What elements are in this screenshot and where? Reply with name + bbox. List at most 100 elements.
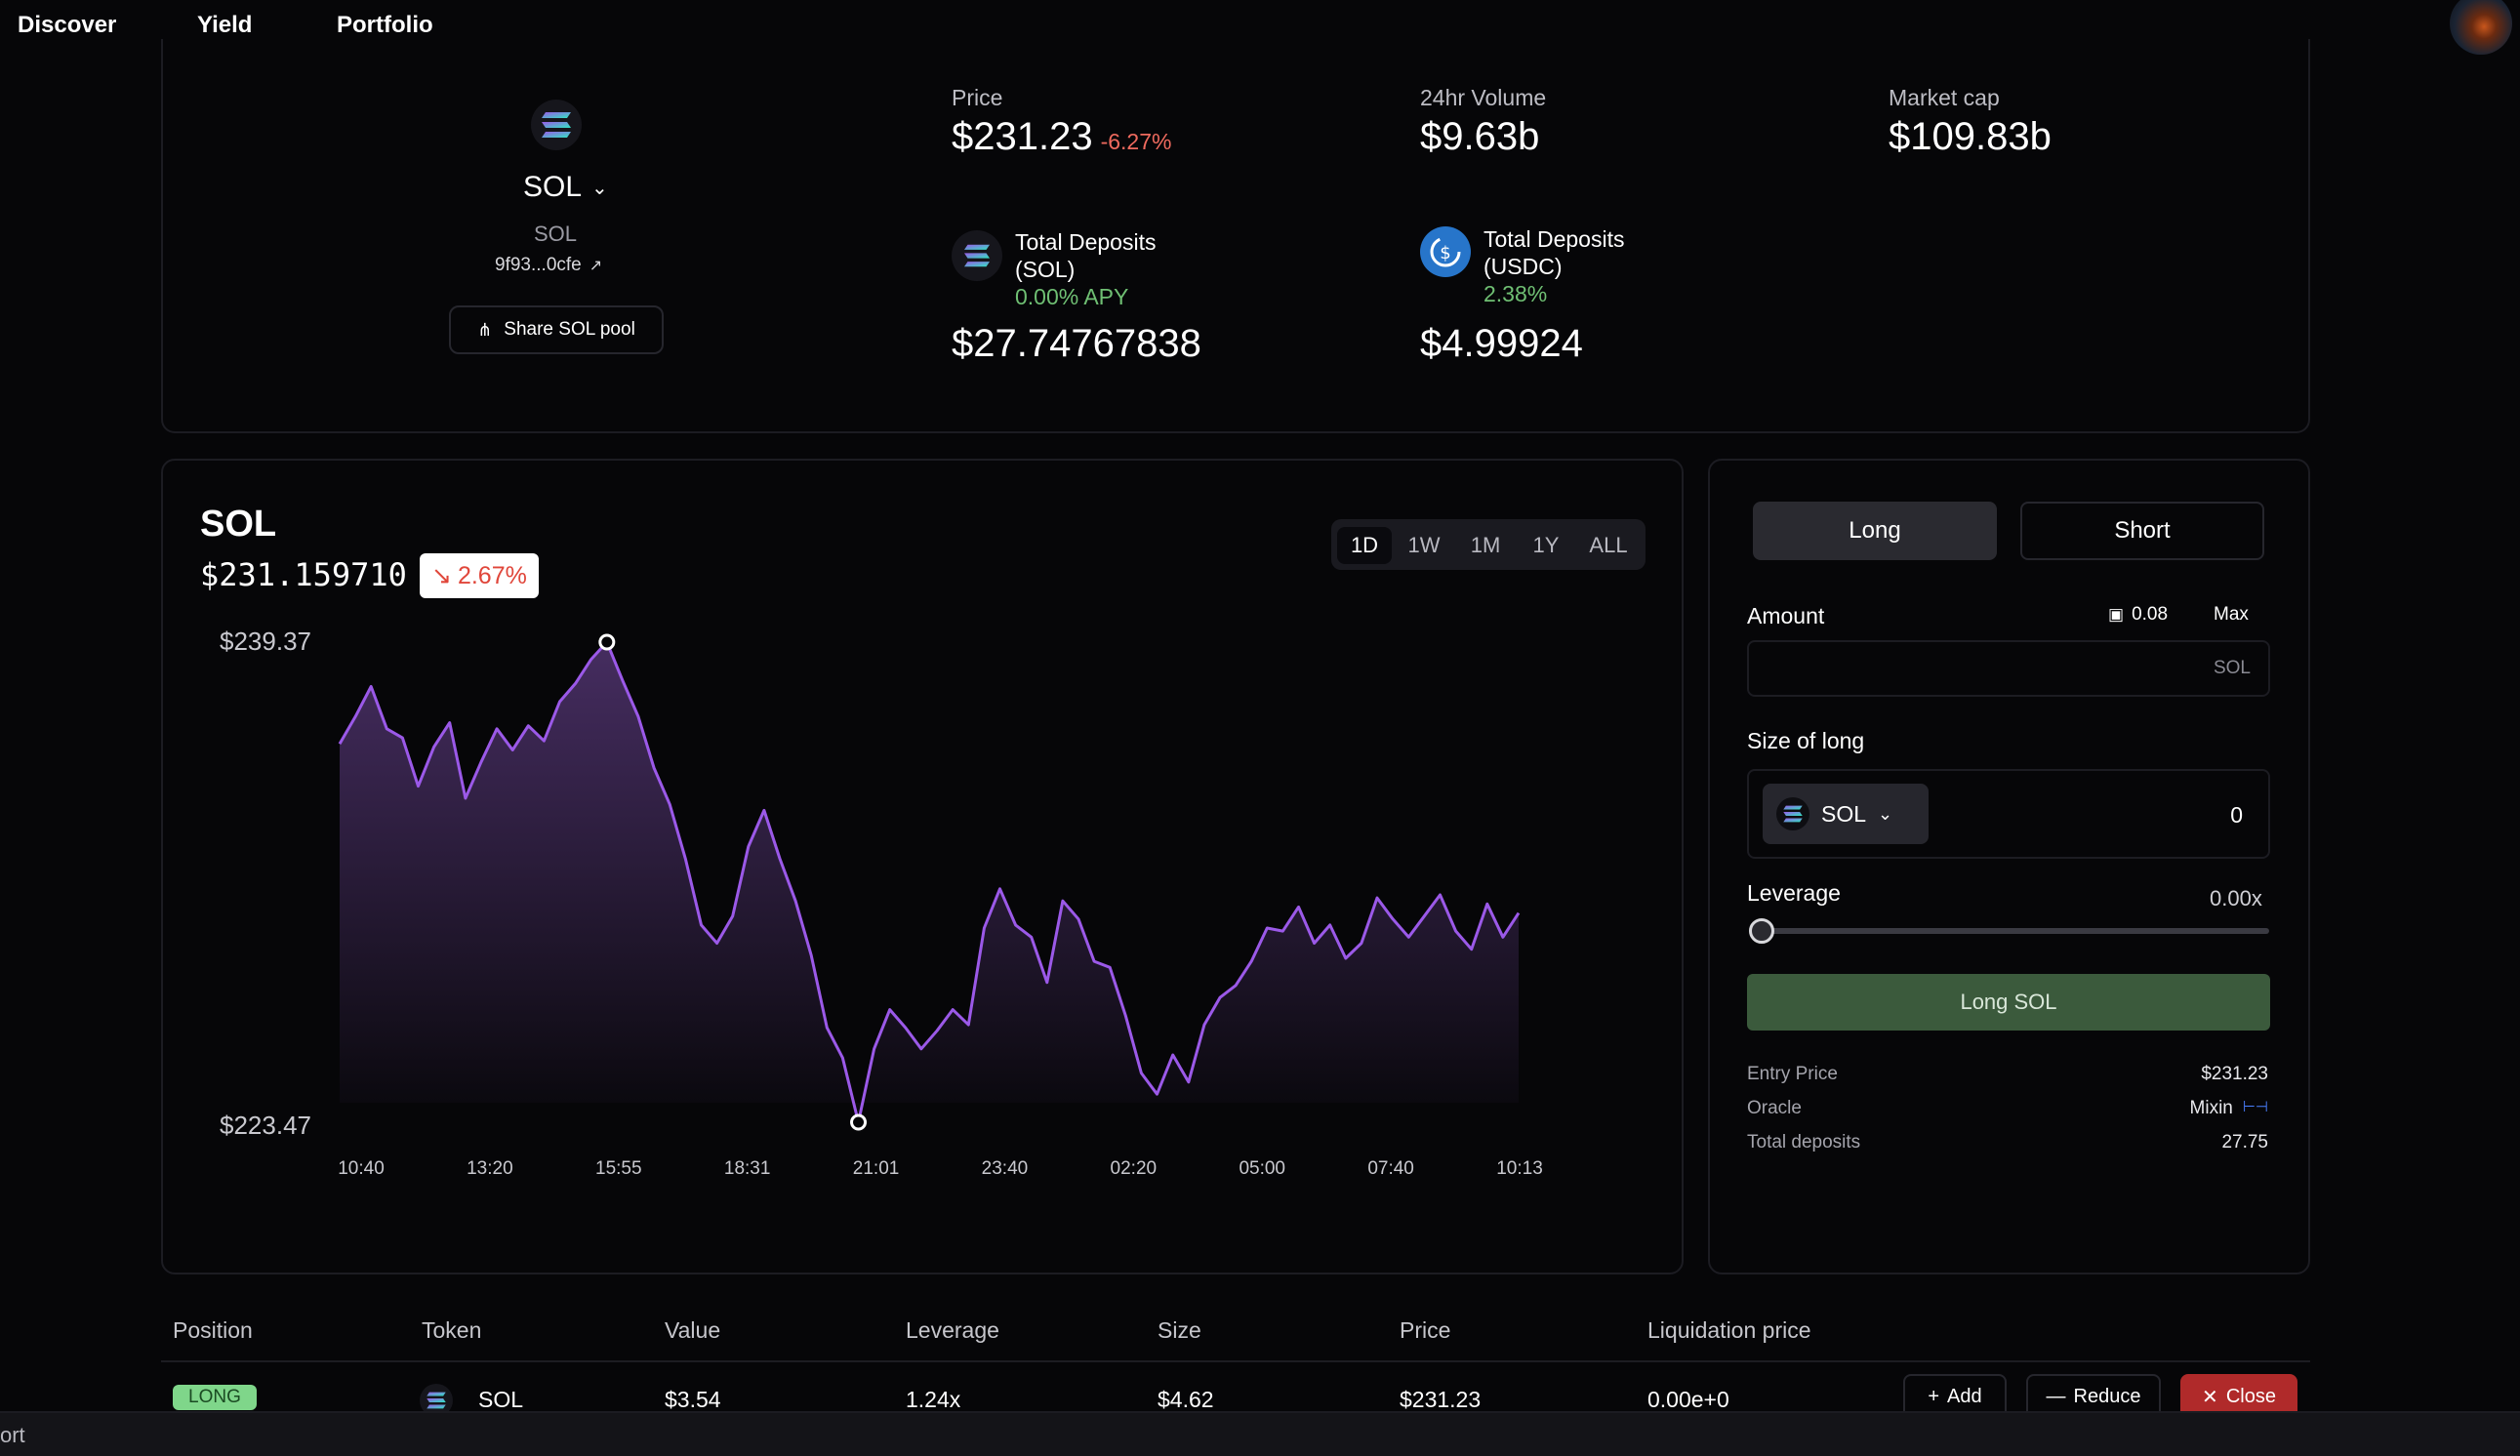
chart-low-label: $223.47 xyxy=(220,1111,311,1140)
x-tick-label: 02:20 xyxy=(1111,1158,1158,1179)
avatar[interactable] xyxy=(2450,0,2512,55)
pool-symbol: SOL xyxy=(523,171,583,203)
size-label: Size of long xyxy=(1747,728,1865,753)
usdc-deposit-icon: $ xyxy=(1420,226,1471,277)
th-value: Value xyxy=(665,1317,721,1343)
mcap-value: $109.83b xyxy=(1889,115,2052,158)
chevron-down-icon: ⌄ xyxy=(1878,803,1893,824)
tf-1d[interactable]: 1D xyxy=(1337,527,1392,564)
leverage-slider-handle[interactable] xyxy=(1749,918,1774,944)
minus-icon: — xyxy=(2046,1385,2066,1407)
add-button[interactable]: + Add xyxy=(1903,1374,2007,1419)
amount-label: Amount xyxy=(1747,603,1825,628)
row-token: SOL xyxy=(478,1387,524,1412)
table-divider xyxy=(161,1360,2310,1362)
entry-price-label: Entry Price xyxy=(1747,1064,1838,1084)
row-token-icon xyxy=(420,1384,453,1417)
add-label: Add xyxy=(1947,1385,1982,1407)
long-submit-button[interactable]: Long SOL xyxy=(1747,974,2270,1031)
sol-token-icon xyxy=(531,100,582,150)
total-deposits-label: Total deposits xyxy=(1747,1132,1861,1153)
price-change: -6.27% xyxy=(1100,129,1172,154)
price-label: Price xyxy=(952,85,1003,110)
pool-address: 9f93...0cfe xyxy=(495,255,582,275)
pool-symbol-selector[interactable]: SOL ⌄ xyxy=(523,171,608,204)
size-token-select[interactable]: SOL ⌄ xyxy=(1763,784,1929,844)
chart-high-marker xyxy=(598,633,616,651)
entry-price-value: $231.23 xyxy=(2201,1064,2268,1084)
chart-area-fill xyxy=(340,642,1519,1122)
pool-address-link[interactable]: 9f93...0cfe ↗ xyxy=(495,255,602,276)
nav-yield[interactable]: Yield xyxy=(197,12,253,38)
close-icon: ✕ xyxy=(2202,1386,2218,1408)
size-token-label: SOL xyxy=(1821,800,1867,827)
share-icon: ⋔ xyxy=(477,319,493,340)
chevron-down-icon: ⌄ xyxy=(591,177,608,199)
long-tab[interactable]: Long xyxy=(1753,502,1997,560)
price-value-group: $231.23 -6.27% xyxy=(952,115,1171,159)
price-value: $231.23 xyxy=(952,115,1093,158)
wallet-icon: ▣ xyxy=(2108,605,2125,624)
share-pool-button[interactable]: ⋔ Share SOL pool xyxy=(449,305,664,354)
reduce-label: Reduce xyxy=(2073,1385,2141,1407)
x-tick-label: 10:40 xyxy=(338,1158,385,1179)
mcap-label: Market cap xyxy=(1889,85,2000,110)
position-badge: LONG xyxy=(173,1385,257,1410)
oracle-value-group: Mixin ⊢⊣ xyxy=(2190,1098,2268,1119)
size-input[interactable]: SOL ⌄ 0 xyxy=(1747,769,2270,859)
sol-deposit-icon xyxy=(952,230,1002,281)
amount-input[interactable]: SOL xyxy=(1747,640,2270,697)
dep-sol-label-2: (SOL) xyxy=(1015,257,1076,282)
share-pool-label: Share SOL pool xyxy=(504,319,635,340)
mixin-icon: ⊢⊣ xyxy=(2242,1099,2268,1115)
oracle-value: Mixin xyxy=(2189,1098,2233,1118)
svg-text:$: $ xyxy=(1440,243,1450,263)
chart-title: SOL xyxy=(200,504,277,545)
pool-name: SOL xyxy=(534,222,578,246)
wallet-balance-value: 0.08 xyxy=(2132,604,2169,625)
nav-discover[interactable]: Discover xyxy=(18,12,117,38)
tf-all[interactable]: ALL xyxy=(1589,533,1628,557)
pool-info-card xyxy=(161,39,2310,433)
dep-sol-apy: 0.00% APY xyxy=(1015,284,1129,309)
row-leverage: 1.24x xyxy=(906,1387,961,1412)
th-leverage: Leverage xyxy=(906,1317,999,1343)
dep-usdc-apy: 2.38% xyxy=(1484,281,1548,306)
nav-portfolio[interactable]: Portfolio xyxy=(337,12,433,38)
chart-low-marker xyxy=(850,1113,868,1131)
row-price: $231.23 xyxy=(1400,1387,1482,1412)
x-tick-label: 05:00 xyxy=(1239,1158,1285,1179)
dep-sol-value: $27.74767838 xyxy=(952,322,1201,365)
sol-small-icon xyxy=(1776,797,1809,830)
dep-usdc-label-1: Total Deposits xyxy=(1484,226,1625,252)
chart-price-line xyxy=(338,640,1521,1124)
th-size: Size xyxy=(1158,1317,1201,1343)
x-tick-label: 13:20 xyxy=(467,1158,513,1179)
row-size: $4.62 xyxy=(1158,1387,1214,1412)
th-position: Position xyxy=(173,1317,253,1343)
leverage-slider-track[interactable] xyxy=(1749,928,2269,934)
row-liquidation: 0.00e+0 xyxy=(1647,1387,1729,1412)
th-token: Token xyxy=(422,1317,482,1343)
total-deposits-value: 27.75 xyxy=(2221,1132,2268,1153)
dep-usdc-value: $4.99924 xyxy=(1420,322,1583,365)
wallet-balance: ▣ 0.08 xyxy=(2108,604,2168,626)
x-tick-label: 10:13 xyxy=(1496,1158,1543,1179)
short-tab[interactable]: Short xyxy=(2020,502,2264,560)
footer-bar: ort xyxy=(0,1411,2520,1456)
leverage-label: Leverage xyxy=(1747,880,1841,906)
tf-1m[interactable]: 1M xyxy=(1470,533,1501,557)
chart-change-value: 2.67% xyxy=(457,561,527,589)
tf-1y[interactable]: 1Y xyxy=(1532,533,1560,557)
row-value: $3.54 xyxy=(665,1387,721,1412)
external-link-icon: ↗ xyxy=(589,258,603,274)
footer-text[interactable]: ort xyxy=(0,1423,25,1447)
plus-icon: + xyxy=(1928,1385,1940,1407)
oracle-label: Oracle xyxy=(1747,1098,1802,1118)
tf-1w[interactable]: 1W xyxy=(1407,533,1441,557)
arrow-down-right-icon: ↘ xyxy=(431,562,452,589)
leverage-value: 0.00x xyxy=(2210,886,2262,910)
chart-x-axis: 10:40 13:20 15:55 18:31 21:01 23:40 02:20 05:00… xyxy=(338,1158,1543,1179)
max-button[interactable]: Max xyxy=(2214,604,2249,625)
